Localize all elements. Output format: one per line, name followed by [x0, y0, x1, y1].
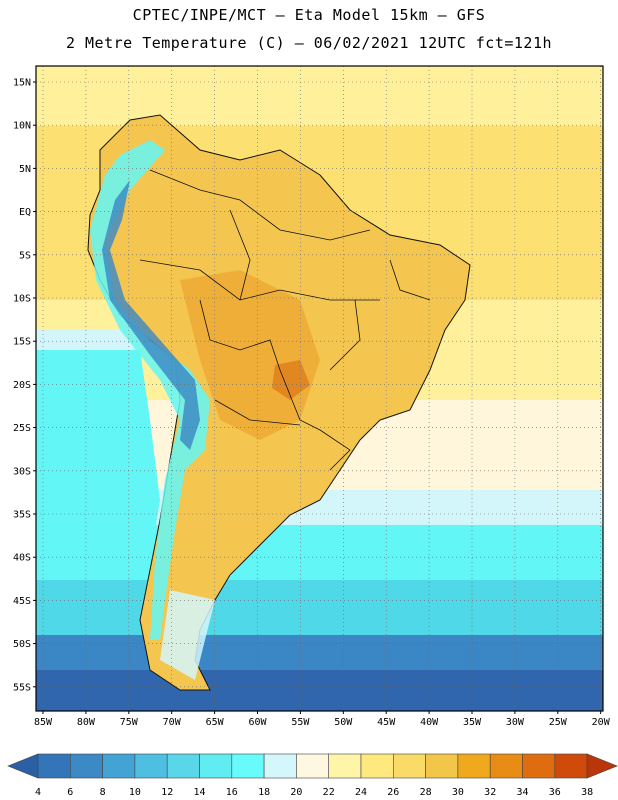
lon-tick-label: 50W	[334, 717, 353, 728]
patagonia-cool	[160, 590, 215, 680]
colorbar-swatch	[134, 753, 168, 779]
pacific-cool-edge	[36, 330, 140, 350]
colorbar-tick-label: 34	[516, 787, 528, 798]
colorbar-swatch	[554, 753, 588, 779]
colorbar-tick-label: 14	[193, 787, 205, 798]
lat-tick-label: 45S	[13, 596, 31, 607]
colorbar-tick-label: 10	[129, 787, 141, 798]
lon-tick-label: 40W	[420, 717, 439, 728]
lon-tick-label: 85W	[34, 717, 53, 728]
lon-tick-label: 35W	[463, 717, 482, 728]
colorbar-swatch	[263, 753, 297, 779]
lon-tick-label: 70W	[163, 717, 182, 728]
colorbar-high-arrow	[586, 753, 618, 779]
colorbar-swatch	[70, 753, 103, 779]
graticule	[36, 66, 603, 711]
map-title-line2: 2 Metre Temperature (C) – 06/02/2021 12U…	[65, 34, 553, 52]
colorbar-tick-label: 16	[226, 787, 238, 798]
interior-warm	[180, 270, 320, 440]
colorbar: 4 6 8 10 12 14 16 18 20 22 24 26 28 30 32 34 36 38	[7, 753, 618, 798]
colorbar-swatch	[166, 753, 200, 779]
lon-tick-label: 80W	[77, 717, 96, 728]
lat-tick-label: 15N	[13, 78, 31, 89]
colorbar-tick-label: 18	[258, 787, 270, 798]
lat-tick-label: 10S	[13, 294, 31, 305]
colorbar-swatch	[296, 753, 329, 779]
colorbar-swatch	[37, 753, 71, 779]
lat-tick-label: 5N	[19, 164, 31, 175]
map-field	[36, 66, 603, 711]
lon-tick-label: 55W	[291, 717, 310, 728]
lat-tick-label: 10N	[13, 121, 31, 132]
pacific-cold-tongue	[36, 340, 160, 560]
colorbar-tick-label: 36	[549, 787, 561, 798]
temperature-map: 15N 10N 5N EQ 5S 10S 15S 20S 25S 30S 35S 40S 45S 50S 5…	[13, 65, 611, 728]
map-title-line1: CPTEC/INPE/MCT – Eta Model 15km – GFS	[132, 6, 486, 24]
colorbar-swatch	[457, 753, 491, 779]
lat-tick-label: 50S	[13, 639, 31, 650]
colorbar-tick-label: 24	[355, 787, 367, 798]
lon-tick-label: 60W	[248, 717, 267, 728]
ocean-band-blue	[36, 635, 603, 675]
colorbar-swatch	[360, 753, 394, 779]
lat-tick-label: 25S	[13, 423, 31, 434]
lon-tick-label: 45W	[377, 717, 396, 728]
country-borders	[139, 169, 431, 471]
ocean-band-cyan	[36, 580, 603, 640]
colorbar-tick-label: 20	[290, 787, 302, 798]
colorbar-tick-label: 30	[452, 787, 464, 798]
lon-tick-label: 20W	[592, 717, 611, 728]
colorbar-swatch	[425, 753, 459, 779]
colorbar-swatch	[328, 753, 362, 779]
lat-tick-label: 55S	[13, 682, 31, 693]
lon-tick-label: 75W	[120, 717, 139, 728]
andes-core	[102, 180, 200, 450]
lat-tick-label: 15S	[13, 337, 31, 348]
colorbar-swatch	[102, 753, 136, 779]
ocean-band-north	[36, 66, 603, 126]
colorbar-tick-label: 6	[67, 787, 73, 798]
lat-tick-label: EQ	[19, 207, 31, 218]
lat-tick-label: 35S	[13, 510, 31, 521]
colorbar-tick-label: 12	[161, 787, 173, 798]
colorbar-swatch	[392, 753, 426, 779]
latitude-labels: 15N 10N 5N EQ 5S 10S 15S 20S 25S 30S 35S 40S 45S 50S 5…	[13, 78, 36, 693]
colorbar-swatch	[199, 753, 233, 779]
map-frame	[35, 65, 604, 712]
colorbar-tick-label: 38	[581, 787, 593, 798]
lon-tick-label: 65W	[206, 717, 225, 728]
colorbar-tick-label: 22	[323, 787, 335, 798]
colorbar-swatch	[522, 753, 556, 779]
longitude-labels: 85W 80W 75W 70W 65W 60W 55W 50W 45W 40W 35W 30W 25W 2…	[34, 711, 611, 728]
lat-tick-label: 30S	[13, 466, 31, 477]
lat-tick-label: 20S	[13, 380, 31, 391]
lat-tick-label: 5S	[19, 250, 31, 261]
colorbar-tick-label: 26	[387, 787, 399, 798]
colorbar-swatches	[7, 753, 618, 779]
ocean-band-deepblue	[36, 670, 603, 711]
lon-tick-label: 25W	[549, 717, 568, 728]
colorbar-low-arrow	[7, 753, 39, 779]
colorbar-swatch	[231, 753, 265, 779]
colorbar-tick-label: 4	[35, 787, 41, 798]
lat-tick-label: 40S	[13, 553, 31, 564]
lon-tick-label: 30W	[506, 717, 525, 728]
colorbar-tick-label: 28	[420, 787, 432, 798]
colorbar-swatch	[489, 753, 523, 779]
colorbar-tick-label: 8	[100, 787, 106, 798]
colorbar-tick-label: 32	[484, 787, 496, 798]
colorbar-tick-labels: 4 6 8 10 12 14 16 18 20 22 24 26 28 30 32 34 36 38	[35, 787, 593, 798]
